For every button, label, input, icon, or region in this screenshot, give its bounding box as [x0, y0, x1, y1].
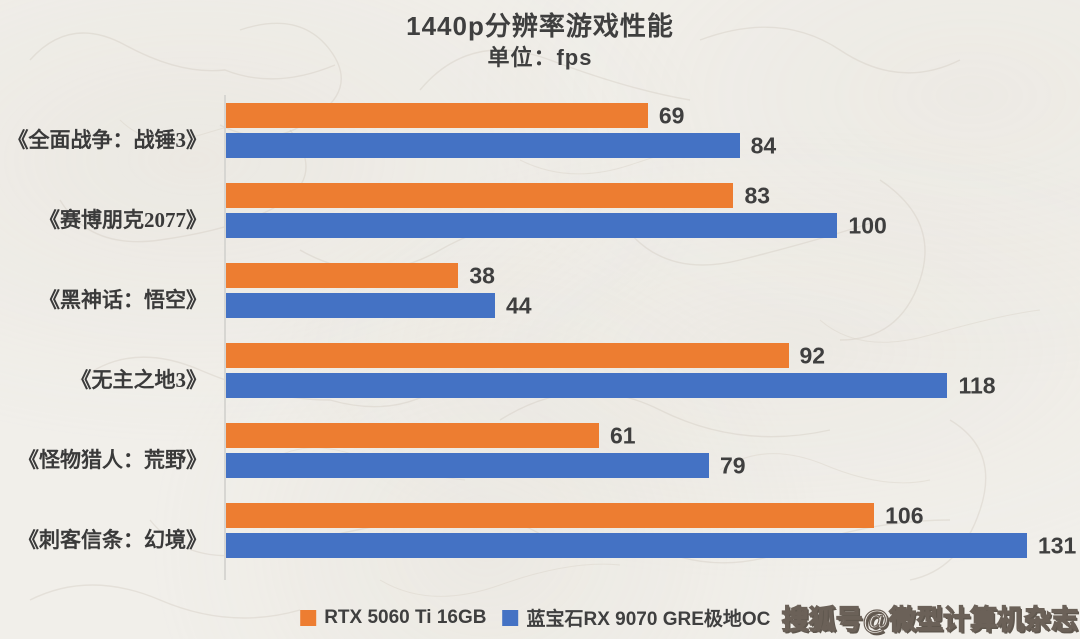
value-label: 83	[744, 182, 771, 208]
value-label: 118	[958, 372, 996, 398]
bar-series1-row0: 84	[226, 132, 776, 158]
legend-label: RTX 5060 Ti 16GB	[324, 606, 487, 628]
bar-series0-row4: 61	[226, 422, 636, 448]
value-label: 100	[848, 212, 887, 238]
legend-label: 蓝宝石RX 9070 GRE极地OC	[526, 609, 771, 630]
value-label: 38	[469, 262, 495, 288]
bar-series0-row5: 106	[226, 502, 923, 528]
legend-item-series1: 蓝宝石RX 9070 GRE极地OC	[502, 604, 770, 631]
bar-series0-row2: 38	[226, 262, 495, 288]
value-label: 131	[1037, 532, 1077, 558]
value-label: 61	[609, 422, 636, 448]
legend-item-series0: RTX 5060 Ti 16GB	[300, 607, 486, 629]
bar-series0-row1: 83	[226, 182, 770, 208]
category-labels: 《全面战争：战锤3》《赛博朋克2077》 《黑神话：悟空》《无主之地3》《怪物猎人…	[0, 95, 208, 580]
value-label: 44	[506, 292, 532, 318]
value-label: 84	[750, 132, 777, 158]
category-label: 《黑神话：悟空》	[39, 287, 207, 312]
bar-series1-row5: 131	[226, 532, 1076, 558]
bar-series0-row0: 69	[226, 102, 684, 128]
watermark: 搜狐号@微型计算机杂志	[781, 604, 1079, 635]
value-label: 106	[885, 502, 924, 528]
value-label: 69	[658, 102, 685, 128]
category-label: 《赛博朋克2077》	[39, 207, 207, 232]
value-label: 92	[799, 342, 826, 368]
category-label: 《全面战争：战锤3》	[7, 127, 208, 152]
category-label: 《无主之地3》	[70, 367, 208, 392]
legend-swatch-icon	[300, 609, 317, 626]
bar-series1-row4: 79	[226, 452, 746, 478]
category-label: 《怪物猎人：荒野》	[18, 447, 207, 472]
bar-series1-row1: 100	[226, 212, 887, 238]
bar-series1-row2: 44	[226, 292, 532, 318]
chart-body: 《全面战争：战锤3》《赛博朋克2077》 《黑神话：悟空》《无主之地3》《怪物猎人…	[0, 95, 1080, 580]
chart-subtitle: 单位：fps	[487, 45, 593, 70]
chart-legend: RTX 5060 Ti 16GB 蓝宝石RX 9070 GRE极地OC	[300, 604, 770, 631]
bar-series1-row3: 118	[226, 372, 996, 398]
plot-area: 69 84 83 100 38 44 92 118 61 79 106 131	[224, 95, 1080, 580]
chart-title: 1440p分辨率游戏性能	[406, 11, 674, 41]
bar-series0-row3: 92	[226, 342, 825, 368]
category-label: 《刺客信条：幻境》	[18, 527, 207, 552]
legend-swatch-icon	[502, 609, 519, 626]
value-label: 79	[720, 452, 746, 478]
